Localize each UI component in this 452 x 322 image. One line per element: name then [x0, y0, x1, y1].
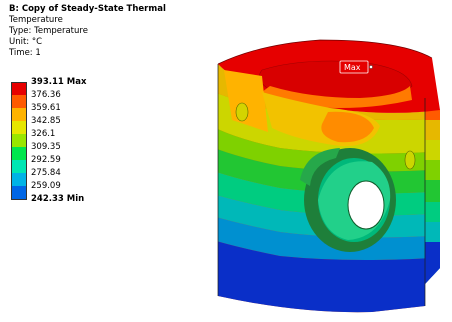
- legend-band-8: [11, 186, 27, 200]
- top-edge: [217, 39, 433, 65]
- pin-boss-edge: [300, 148, 340, 186]
- result-unit-line: Unit: °C: [9, 37, 43, 47]
- right-hole: [404, 150, 416, 170]
- legend-band-3: [11, 121, 27, 134]
- legend-level-label: 342.85: [31, 116, 61, 126]
- left-cut-face: [224, 70, 268, 132]
- legend-level-label: 326.1: [31, 129, 56, 139]
- legend-band-0: [11, 82, 27, 96]
- legend-band-6: [11, 160, 27, 173]
- legend-band-5: [11, 147, 27, 160]
- max-probe[interactable]: Max: [339, 60, 373, 74]
- legend-level-label: 359.61: [31, 103, 61, 113]
- legend-level-label: 376.36: [31, 90, 61, 100]
- legend-level-label: 292.59: [31, 155, 61, 165]
- result-time-line: Time: 1: [9, 48, 41, 58]
- pin-bore-hole: [347, 180, 385, 230]
- max-probe-marker: [369, 65, 373, 69]
- legend-level-label: 309.35: [31, 142, 61, 152]
- legend-band-1: [11, 95, 27, 108]
- result-title: B: Copy of Steady-State Thermal: [9, 4, 166, 14]
- legend-band-4: [11, 134, 27, 147]
- legend-band-2: [11, 108, 27, 121]
- legend-max-label: 393.11 Max: [31, 77, 87, 87]
- result-type-name: Temperature: [9, 15, 63, 25]
- legend-band-7: [11, 173, 27, 186]
- legend-level-label: 275.84: [31, 168, 61, 178]
- contour-legend[interactable]: 393.11 Max 376.36 359.61 342.85 326.1 30…: [9, 77, 119, 205]
- legend-level-label: 259.09: [31, 181, 61, 191]
- result-header: B: Copy of Steady-State Thermal Temperat…: [9, 4, 166, 59]
- left-hole: [235, 102, 249, 122]
- max-probe-label: Max: [344, 63, 361, 72]
- pin-boss-inner: [321, 111, 374, 143]
- legend-min-label: 242.33 Min: [31, 194, 85, 204]
- result-type-line: Type: Temperature: [9, 26, 88, 36]
